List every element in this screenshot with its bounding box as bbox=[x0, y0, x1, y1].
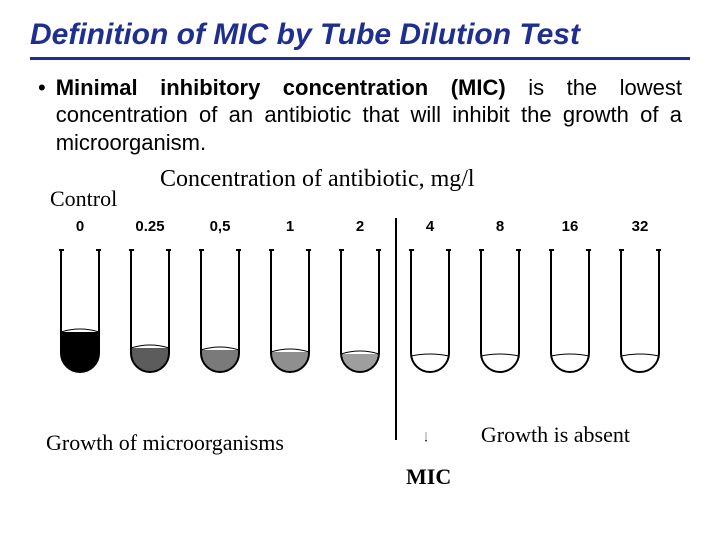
figure-captions: Growth of microorganisms Growth is absen… bbox=[50, 422, 670, 502]
tube: 32 bbox=[610, 218, 670, 376]
tube-value-label: 0 bbox=[50, 218, 110, 236]
definition-bold: Minimal inhibitory concentration (MIC) bbox=[56, 75, 506, 100]
slide-title: Definition of MIC by Tube Dilution Test bbox=[30, 18, 690, 60]
tube-value-label: 16 bbox=[540, 218, 600, 236]
tube: 16 bbox=[540, 218, 600, 376]
tube: 0.25 bbox=[120, 218, 180, 376]
tube: 0,5 bbox=[190, 218, 250, 376]
tube: 2 bbox=[330, 218, 390, 376]
tube: 8 bbox=[470, 218, 530, 376]
test-tube-icon bbox=[548, 242, 592, 376]
test-tube-icon bbox=[478, 242, 522, 376]
test-tube-icon bbox=[198, 242, 242, 376]
growth-present-label: Growth of microorganisms bbox=[46, 430, 284, 456]
test-tube-icon bbox=[338, 242, 382, 376]
mic-arrow-icon bbox=[425, 416, 427, 458]
definition-bullet: • Minimal inhibitory concentration (MIC)… bbox=[38, 74, 682, 157]
growth-absent-label: Growth is absent bbox=[481, 422, 630, 448]
tube-value-label: 32 bbox=[610, 218, 670, 236]
tube-value-label: 2 bbox=[330, 218, 390, 236]
tube-value-label: 0,5 bbox=[190, 218, 250, 236]
tube: 0 bbox=[50, 218, 110, 376]
tube-value-label: 8 bbox=[470, 218, 530, 236]
tube-value-label: 1 bbox=[260, 218, 320, 236]
mic-figure: Control Concentration of antibiotic, mg/… bbox=[30, 166, 690, 502]
tube-value-label: 4 bbox=[400, 218, 460, 236]
tube-panel: 0 0.25 0,5 1248 16 32 bbox=[50, 218, 670, 418]
test-tube-icon bbox=[618, 242, 662, 376]
mic-divider-line bbox=[395, 218, 397, 440]
tube-row: 0 0.25 0,5 1248 16 32 bbox=[50, 218, 670, 393]
test-tube-icon bbox=[268, 242, 312, 376]
slide: Definition of MIC by Tube Dilution Test … bbox=[0, 0, 720, 540]
test-tube-icon bbox=[128, 242, 172, 376]
figure-header: Control Concentration of antibiotic, mg/… bbox=[50, 166, 690, 212]
tube: 4 bbox=[400, 218, 460, 376]
test-tube-icon bbox=[58, 242, 102, 376]
bullet-marker: • bbox=[38, 74, 46, 102]
tube-value-label: 0.25 bbox=[120, 218, 180, 236]
mic-label: MIC bbox=[406, 464, 451, 490]
tube-growth-fill bbox=[61, 332, 99, 376]
test-tube-icon bbox=[408, 242, 452, 376]
definition-text: Minimal inhibitory concentration (MIC) i… bbox=[56, 74, 682, 157]
concentration-label: Concentration of antibiotic, mg/l bbox=[160, 166, 475, 193]
tube: 1 bbox=[260, 218, 320, 376]
control-label: Control bbox=[50, 186, 130, 212]
